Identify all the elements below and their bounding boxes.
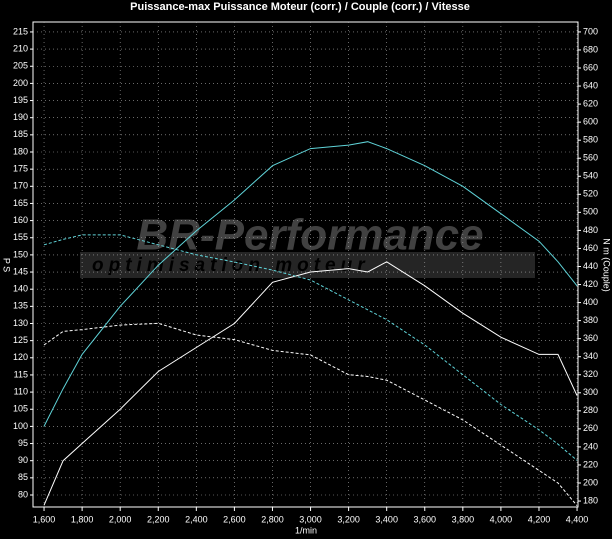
y2-tick-label: 680	[583, 44, 598, 54]
x-tick-label: 2,800	[261, 514, 284, 524]
y2-tick-label: 240	[583, 441, 598, 451]
y-tick-label: 175	[13, 164, 28, 174]
y-tick-label: 135	[13, 301, 28, 311]
x-tick-label: 2,000	[109, 514, 132, 524]
y-tick-label: 180	[13, 146, 28, 156]
y-tick-label: 195	[13, 95, 28, 105]
y2-tick-label: 420	[583, 279, 598, 289]
y-tick-label: 85	[18, 472, 28, 482]
y-tick-label: 90	[18, 455, 28, 465]
watermark-brand: BR-Performance	[136, 211, 483, 260]
y2-tick-label: 560	[583, 153, 598, 163]
y-tick-label: 105	[13, 404, 28, 414]
y-tick-label: 165	[13, 198, 28, 208]
x-axis-label: 1/min	[295, 525, 317, 535]
x-tick-label: 2,400	[185, 514, 208, 524]
y-tick-label: 110	[14, 386, 28, 396]
y2-tick-label: 280	[583, 405, 598, 415]
y2-tick-label: 460	[583, 243, 598, 253]
y-tick-label: 130	[13, 318, 28, 328]
y2-tick-label: 200	[583, 477, 598, 487]
x-tick-label: 3,200	[337, 514, 360, 524]
x-tick-label: 3,400	[375, 514, 398, 524]
y-tick-label: 80	[18, 489, 28, 499]
watermark: BR-Performance optimisation moteur	[80, 211, 535, 278]
y-tick-label: 95	[18, 438, 28, 448]
y-tick-label: 190	[13, 112, 28, 122]
y2-tick-label: 520	[583, 189, 598, 199]
y2-tick-label: 340	[583, 351, 598, 361]
y-tick-label: 200	[13, 78, 28, 88]
x-tick-label: 3,600	[413, 514, 436, 524]
y2-tick-label: 300	[583, 387, 598, 397]
y2-tick-label: 220	[583, 459, 598, 469]
y2-tick-label: 660	[583, 62, 598, 72]
y-tick-label: 160	[13, 215, 28, 225]
y2-tick-label: 620	[583, 98, 598, 108]
y2-tick-label: 580	[583, 135, 598, 145]
y2-tick-label: 320	[583, 369, 598, 379]
y-tick-label: 170	[13, 181, 28, 191]
y2-tick-label: 380	[583, 315, 598, 325]
x-tick-label: 4,000	[490, 514, 513, 524]
y2-tick-label: 540	[583, 171, 598, 181]
series-line	[43, 234, 578, 461]
x-tick-label: 3,800	[452, 514, 475, 524]
x-tick-label: 2,200	[147, 514, 170, 524]
y-tick-label: 210	[13, 43, 28, 53]
y-tick-label: 155	[13, 232, 28, 242]
y-axis-label: P S	[2, 258, 12, 272]
x-tick-label: 1,800	[71, 514, 94, 524]
y-tick-label: 100	[13, 421, 28, 431]
y-tick-label: 125	[13, 335, 28, 345]
y-tick-label: 215	[13, 26, 28, 36]
x-tick-label: 2,600	[223, 514, 246, 524]
y-tick-label: 120	[13, 352, 28, 362]
watermark-tagline: optimisation moteur	[92, 255, 370, 276]
y2-tick-label: 260	[583, 423, 598, 433]
y2-tick-label: 400	[583, 297, 598, 307]
series-line	[43, 322, 578, 506]
y2-tick-label: 640	[583, 80, 598, 90]
y-tick-label: 140	[13, 284, 28, 294]
y-tick-label: 150	[13, 249, 28, 259]
y-tick-label: 145	[13, 266, 28, 276]
watermark-banner	[80, 252, 535, 278]
x-tick-label: 3,000	[299, 514, 322, 524]
y-tick-label: 115	[14, 369, 28, 379]
y2-axis-label: N m (Couple)	[602, 238, 612, 292]
series-line	[43, 141, 578, 427]
plot-frame	[32, 21, 579, 508]
y2-tick-label: 440	[583, 261, 598, 271]
x-tick-label: 1,600	[33, 514, 56, 524]
series-line	[43, 261, 578, 506]
y-tick-label: 185	[13, 129, 28, 139]
y2-tick-label: 500	[583, 207, 598, 217]
y2-tick-label: 600	[583, 117, 598, 127]
y-tick-label: 205	[13, 61, 28, 71]
y2-tick-label: 360	[583, 333, 598, 343]
x-tick-label: 4,200	[528, 514, 551, 524]
y2-tick-label: 480	[583, 225, 598, 235]
y2-tick-label: 180	[583, 495, 598, 505]
x-tick-label: 4,400	[566, 514, 589, 524]
chart-title: Puissance-max Puissance Moteur (corr.) /…	[130, 1, 470, 13]
y2-tick-label: 700	[583, 26, 598, 36]
